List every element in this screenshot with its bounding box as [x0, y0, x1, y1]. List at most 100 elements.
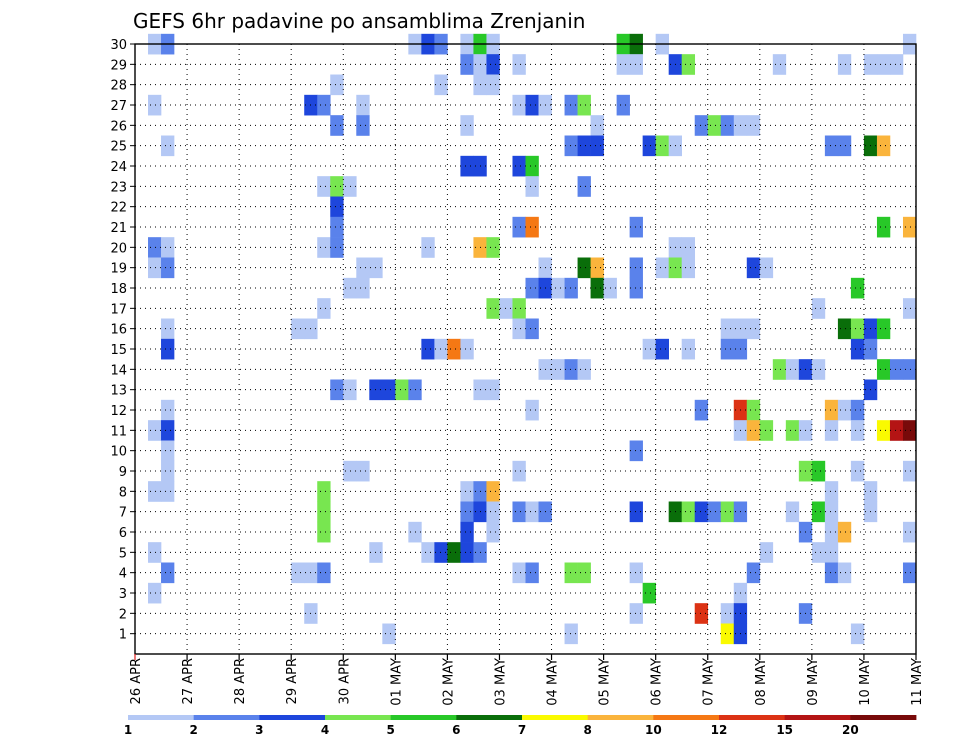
- x-tick-label: 29 APR: [285, 658, 300, 704]
- heatmap-cell: [785, 359, 800, 380]
- heatmap-cell: [876, 359, 891, 380]
- colorbar-swatch: [193, 715, 260, 720]
- heatmap-cell: [850, 277, 865, 299]
- x-tick-label: 03 MAY: [493, 658, 508, 706]
- heatmap-cell: [161, 481, 175, 502]
- heatmap-cell: [382, 379, 396, 401]
- x-tick-label: 02 MAY: [441, 658, 456, 706]
- heatmap-cell: [148, 481, 162, 502]
- heatmap-cell: [525, 277, 539, 299]
- heatmap-cell: [577, 359, 591, 380]
- heatmap-cell: [486, 481, 500, 502]
- heatmap-cell: [330, 379, 344, 401]
- heatmap-cell: [746, 399, 761, 421]
- x-tick-label: 05 MAY: [598, 658, 613, 706]
- heatmap-cell: [525, 399, 539, 421]
- heatmap-cell: [161, 399, 175, 421]
- heatmap-cell: [148, 420, 162, 441]
- y-tick-label: 11: [110, 424, 127, 439]
- heatmap-cell: [837, 54, 852, 75]
- heatmap-cell: [512, 501, 526, 523]
- heatmap-cell: [330, 74, 344, 96]
- heatmap-cell: [902, 359, 917, 380]
- y-tick-label: 5: [119, 546, 127, 561]
- heatmap-cell: [746, 562, 761, 584]
- colorbar-swatch: [259, 715, 326, 720]
- heatmap-cell: [317, 501, 331, 523]
- heatmap-cell: [421, 237, 435, 258]
- heatmap-cell: [460, 501, 474, 523]
- heatmap-cell: [590, 135, 604, 157]
- heatmap-cell: [551, 359, 565, 380]
- heatmap-cell: [356, 257, 370, 279]
- y-tick-label: 8: [119, 485, 127, 500]
- colorbar-label: 7: [518, 723, 526, 737]
- heatmap-cell: [824, 481, 839, 502]
- y-tick-label: 4: [119, 567, 127, 582]
- heatmap-cell: [577, 562, 591, 584]
- colorbar-swatch: [390, 715, 457, 720]
- heatmap-cell: [525, 318, 539, 340]
- y-tick-label: 22: [110, 201, 127, 216]
- heatmap-cell: [460, 481, 474, 502]
- heatmap-cell: [564, 94, 578, 116]
- y-tick-label: 3: [119, 587, 127, 602]
- heatmap-cell: [642, 338, 656, 360]
- x-tick-label: 06 MAY: [650, 658, 665, 706]
- heatmap-cell: [837, 318, 852, 340]
- heatmap-cell: [317, 176, 331, 197]
- heatmap-cell: [746, 115, 761, 136]
- heatmap-cell: [785, 420, 800, 441]
- heatmap-cell: [876, 135, 891, 157]
- colorbar-label: 6: [452, 723, 460, 737]
- heatmap-cell: [317, 237, 331, 258]
- heatmap-cell: [460, 155, 474, 177]
- x-tick-label: 30 APR: [337, 658, 352, 704]
- heatmap-cell: [824, 135, 839, 157]
- heatmap-cell: [824, 562, 839, 584]
- heatmap-cell: [681, 54, 696, 75]
- x-tick-label: 26 APR: [129, 658, 144, 704]
- heatmap-cell: [577, 135, 591, 157]
- colorbar-swatch: [587, 715, 654, 720]
- y-tick-label: 16: [110, 323, 127, 338]
- heatmap-cell: [161, 237, 175, 258]
- heatmap-cell: [889, 54, 904, 75]
- heatmap-cell: [642, 135, 656, 157]
- heatmap-cell: [317, 521, 331, 543]
- heatmap-cell: [486, 54, 500, 75]
- heatmap-cell: [564, 623, 578, 645]
- y-tick-label: 2: [119, 607, 127, 622]
- heatmap-cell: [161, 338, 175, 360]
- colorbar-label: 2: [189, 723, 197, 737]
- heatmap-cell: [720, 603, 735, 624]
- heatmap-cell: [902, 216, 917, 238]
- colorbar-label: 4: [321, 723, 329, 737]
- x-tick-label: 10 MAY: [858, 658, 873, 706]
- heatmap-cell: [551, 277, 565, 299]
- heatmap-cell: [720, 501, 735, 523]
- heatmap-cell: [824, 542, 839, 563]
- y-tick-label: 29: [110, 58, 127, 73]
- heatmap-cell: [317, 562, 331, 584]
- heatmap-cell: [525, 501, 539, 523]
- y-tick-label: 24: [110, 160, 127, 175]
- heatmap-cell: [577, 257, 591, 279]
- heatmap-cell: [486, 379, 500, 401]
- heatmap-cell: [161, 135, 175, 157]
- heatmap-cell: [317, 298, 331, 319]
- heatmap-cell: [902, 521, 917, 543]
- heatmap-cell: [447, 542, 461, 563]
- heatmap-cell: [460, 521, 474, 543]
- x-tick-label: 09 MAY: [806, 658, 821, 706]
- heatmap-cell: [148, 94, 162, 116]
- heatmap-cell: [681, 257, 696, 279]
- heatmap-cell: [161, 562, 175, 584]
- heatmap-cell: [720, 318, 735, 340]
- y-tick-label: 19: [110, 262, 127, 277]
- y-tick-label: 1: [119, 628, 127, 643]
- heatmap-cell: [720, 115, 735, 136]
- heatmap-cell: [837, 135, 852, 157]
- heatmap-cell: [447, 338, 461, 360]
- heatmap-cell: [486, 298, 500, 319]
